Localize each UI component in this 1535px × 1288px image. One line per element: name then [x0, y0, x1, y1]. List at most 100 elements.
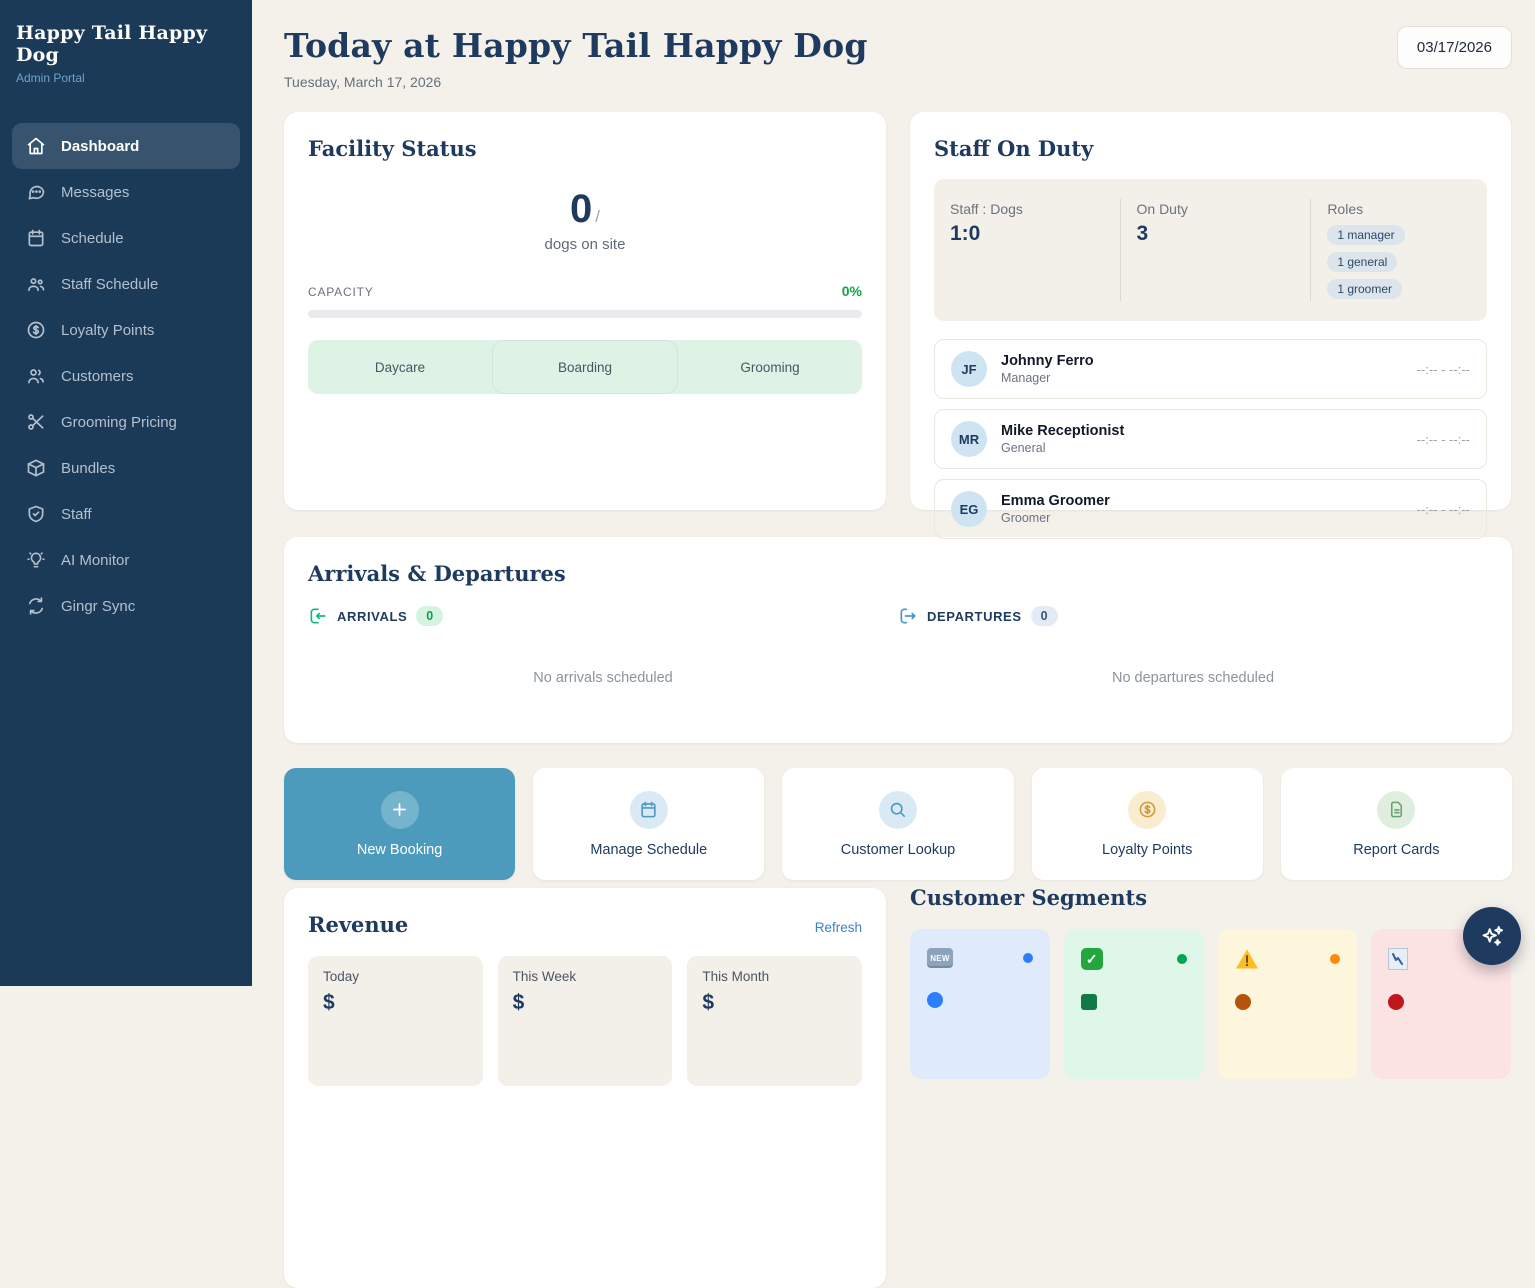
sidebar-item-label: Staff Schedule [61, 275, 159, 293]
sidebar-item-gingr-sync[interactable]: Gingr Sync [12, 583, 240, 629]
departure-log-out-icon [900, 608, 916, 624]
red-circle-icon [1388, 994, 1405, 1010]
sidebar-item-label: Schedule [61, 229, 124, 247]
customer-lookup-button[interactable]: Customer Lookup [782, 768, 1014, 880]
page-header: Today at Happy Tail Happy Dog Tuesday, M… [284, 26, 1512, 90]
new-booking-button[interactable]: New Booking [284, 768, 516, 880]
new-badge-icon: NEW [927, 948, 953, 968]
segment-grooming[interactable]: Grooming [740, 359, 800, 375]
sidebar-item-label: Bundles [61, 459, 116, 477]
main-content: Today at Happy Tail Happy Dog Tuesday, M… [252, 0, 1535, 1288]
sidebar-nav: Dashboard Messages Schedule Staff Schedu… [12, 123, 240, 629]
blue-circle-icon [927, 992, 943, 1008]
sidebar-item-schedule[interactable]: Schedule [12, 215, 240, 261]
departures-count-badge: 0 [1030, 606, 1058, 626]
staff-member-shift-time: --:-- - --:-- [1416, 501, 1470, 517]
sidebar-item-label: Customers [61, 367, 134, 385]
revenue-period-label: This Week [512, 969, 577, 984]
staff-member-role: General [1001, 441, 1046, 455]
sparkles-icon [1482, 925, 1503, 946]
dogs-on-site-count: 0 [570, 187, 593, 231]
green-square-icon [1080, 994, 1097, 1010]
quick-actions: New Booking Manage Schedule Customer Loo… [284, 768, 1512, 880]
warning-triangle-icon [1235, 949, 1258, 969]
segment-tile-active[interactable]: ✓ [1063, 929, 1204, 1079]
sync-icon [28, 597, 44, 615]
sidebar-item-customers[interactable]: Customers [12, 353, 240, 399]
revenue-week-box: This Week $ [497, 956, 673, 1086]
staff-member-shift-time: --:-- - --:-- [1416, 431, 1470, 447]
loyalty-points-button[interactable]: Loyalty Points [1031, 768, 1263, 880]
dollar-circle-icon [27, 321, 45, 339]
revenue-card: Revenue Refresh Today $ This Week $ This… [284, 888, 886, 1288]
staff-member-role: Manager [1001, 371, 1051, 385]
sidebar-item-bundles[interactable]: Bundles [12, 445, 240, 491]
refresh-link[interactable]: Refresh [814, 920, 862, 935]
departures-label: DEPARTURES [927, 608, 1022, 624]
sidebar-item-label: AI Monitor [61, 551, 130, 569]
arrivals-count-badge: 0 [416, 606, 444, 626]
stat-label: Staff : Dogs [950, 201, 1023, 217]
sidebar-item-dashboard[interactable]: Dashboard [12, 123, 240, 169]
revenue-period-label: Today [323, 969, 360, 984]
staff-member-row[interactable]: EG Emma Groomer Groomer --:-- - --:-- [934, 479, 1487, 539]
sidebar-item-staff[interactable]: Staff [12, 491, 240, 537]
revenue-month-box: This Month $ [687, 956, 862, 1086]
staff-member-name: Emma Groomer [1001, 493, 1110, 509]
staff-member-name: Johnny Ferro [1001, 353, 1094, 369]
plus-icon [393, 803, 407, 816]
home-icon [27, 137, 45, 155]
staff-member-row[interactable]: JF Johnny Ferro Manager --:-- - --:-- [934, 339, 1487, 399]
role-pill-groomer: 1 groomer [1327, 279, 1403, 299]
staff-dogs-ratio: 1:0 [950, 222, 981, 245]
sidebar-item-label: Dashboard [61, 137, 140, 155]
revenue-period-value: $ [323, 991, 335, 1014]
staff-member-name: Mike Receptionist [1001, 423, 1125, 439]
date-picker[interactable]: 03/17/2026 [1396, 26, 1512, 69]
segment-dot [1022, 953, 1033, 963]
package-icon [27, 459, 45, 477]
count-slash: / [595, 207, 600, 226]
sidebar-item-ai-monitor[interactable]: AI Monitor [12, 537, 240, 583]
on-duty-count: 3 [1136, 222, 1149, 245]
arrivals-departures-title: Arrivals & Departures [308, 561, 566, 586]
segment-tile-at-risk[interactable] [1217, 929, 1358, 1079]
dogs-on-site-label: dogs on site [544, 236, 626, 253]
app-logo-title: Happy Tail Happy Dog [16, 22, 208, 66]
revenue-title: Revenue [308, 912, 409, 937]
revenue-period-label: This Month [702, 969, 770, 984]
avatar: JF [951, 351, 987, 387]
customer-segments-title: Customer Segments [910, 885, 1148, 910]
role-pill-manager: 1 manager [1327, 225, 1405, 245]
action-label: Loyalty Points [1102, 841, 1193, 858]
ai-assistant-fab[interactable] [1463, 907, 1521, 965]
sidebar-item-messages[interactable]: Messages [12, 169, 240, 215]
capacity-percent: 0% [841, 283, 862, 299]
action-label: Report Cards [1353, 841, 1440, 858]
service-segments: Daycare Boarding Grooming [308, 340, 862, 394]
revenue-period-value: $ [702, 991, 715, 1014]
stat-label: On Duty [1136, 201, 1188, 217]
segment-tile-new[interactable]: NEW [910, 929, 1050, 1079]
sidebar: Happy Tail Happy Dog Admin Portal Dashbo… [0, 0, 252, 986]
people-group-icon [28, 278, 45, 292]
segment-daycare[interactable]: Daycare [374, 359, 426, 375]
arrivals-departures-card: Arrivals & Departures ARRIVALS 0 No arri… [284, 537, 1512, 743]
arrivals-section: ARRIVALS 0 No arrivals scheduled [308, 606, 898, 686]
report-cards-button[interactable]: Report Cards [1280, 768, 1512, 880]
customer-segments-section: Customer Segments NEW ✓ [910, 885, 1511, 1288]
segment-boarding[interactable]: Boarding [492, 340, 678, 394]
staff-member-row[interactable]: MR Mike Receptionist General --:-- - --:… [934, 409, 1487, 469]
chart-decreasing-icon [1388, 948, 1409, 970]
manage-schedule-button[interactable]: Manage Schedule [533, 768, 765, 880]
staff-member-shift-time: --:-- - --:-- [1416, 361, 1470, 377]
sidebar-item-staff-schedule[interactable]: Staff Schedule [12, 261, 240, 307]
sidebar-item-loyalty-points[interactable]: Loyalty Points [12, 307, 240, 353]
capacity-label: CAPACITY [308, 285, 374, 299]
arrivals-empty-state: No arrivals scheduled [533, 670, 673, 686]
arrivals-label: ARRIVALS [337, 608, 408, 624]
sidebar-item-grooming-pricing[interactable]: Grooming Pricing [12, 399, 240, 445]
staff-on-duty-title: Staff On Duty [934, 136, 1094, 161]
sidebar-item-label: Gingr Sync [61, 597, 136, 615]
shield-check-icon [28, 505, 44, 523]
